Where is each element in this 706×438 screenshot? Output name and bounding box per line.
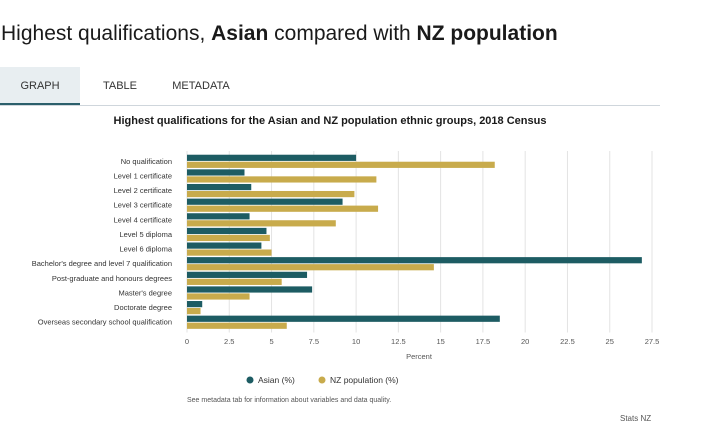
bar-asian [187, 183, 252, 191]
tab-graph[interactable]: GRAPH [0, 67, 80, 105]
source-label: Stats NZ [620, 414, 652, 423]
bar-nz-population [187, 161, 495, 168]
category-label: Level 3 certificate [114, 201, 172, 210]
bar-nz-population [187, 322, 287, 329]
x-tick-label: 17.5 [476, 337, 491, 346]
legend-label: Asian (%) [258, 375, 295, 385]
page-title: Highest qualifications, Asian compared w… [1, 22, 558, 45]
x-tick-label: 2.5 [224, 337, 234, 346]
bar-nz-population [187, 293, 250, 300]
bar-nz-population [187, 205, 379, 212]
metadata-note: See metadata tab for information about v… [187, 397, 392, 404]
bar-nz-population [187, 234, 270, 242]
x-tick-label: 0 [185, 337, 189, 346]
category-label: Level 5 diploma [119, 230, 172, 239]
x-tick-label: 25 [606, 337, 614, 346]
category-label: Level 4 certificate [114, 215, 172, 224]
legend-label: NZ population (%) [330, 375, 399, 385]
x-tick-label: 12.5 [391, 337, 406, 346]
x-tick-label: 5 [269, 337, 273, 346]
bar-nz-population [187, 264, 434, 271]
bar-asian [187, 198, 343, 205]
bar-asian [187, 227, 267, 235]
x-tick-label: 15 [436, 337, 444, 346]
x-axis-label: Percent [406, 352, 433, 361]
bar-asian [187, 154, 357, 161]
bar-asian [187, 271, 308, 278]
bar-asian [187, 315, 500, 322]
x-tick-label: 22.5 [560, 337, 575, 346]
bar-chart: Highest qualifications for the Asian and… [32, 115, 660, 385]
category-label: Level 6 diploma [119, 245, 172, 254]
bar-asian [187, 257, 642, 264]
x-tick-label: 27.5 [645, 337, 660, 346]
tab-metadata[interactable]: METADATA [172, 80, 230, 92]
x-tick-label: 20 [521, 337, 529, 346]
category-label: Doctorate degree [114, 303, 172, 312]
category-label: Post-graduate and honours degrees [52, 274, 172, 283]
category-label: Master's degree [118, 288, 172, 297]
tab-table[interactable]: TABLE [102, 80, 138, 92]
bar-nz-population [187, 220, 336, 227]
tab-bar: GRAPH TABLE METADATA [0, 67, 660, 106]
legend-marker [318, 376, 326, 384]
category-label: Level 2 certificate [114, 186, 172, 195]
category-label: Level 1 certificate [114, 171, 172, 180]
bar-nz-population [187, 308, 201, 315]
category-label: No qualification [121, 157, 172, 166]
bar-nz-population [187, 249, 272, 256]
category-label: Overseas secondary school qualification [38, 318, 172, 327]
bar-nz-population [187, 176, 377, 183]
bar-asian [187, 169, 245, 176]
x-tick-label: 10 [352, 337, 360, 346]
bar-asian [187, 301, 203, 308]
bar-asian [187, 286, 313, 293]
bar-asian [187, 242, 262, 249]
chart-title: Highest qualifications for the Asian and… [114, 115, 547, 127]
bar-asian [187, 213, 250, 220]
bar-nz-population [187, 190, 355, 198]
category-label: Bachelor's degree and level 7 qualificat… [32, 259, 172, 268]
legend-marker [246, 376, 254, 384]
bar-nz-population [187, 278, 282, 285]
x-tick-label: 7.5 [309, 337, 319, 346]
